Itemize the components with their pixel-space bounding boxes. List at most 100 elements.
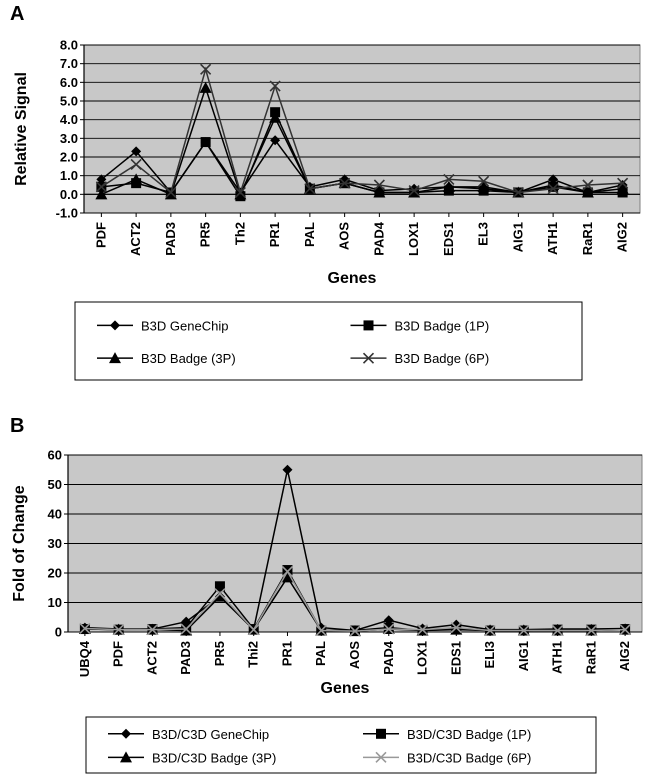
legend-box bbox=[74, 301, 583, 381]
legend: B3D/C3D GeneChip B3D/C3D Badge (1P) B3D/C3… bbox=[85, 716, 597, 774]
y-tick-label: 5.0 bbox=[60, 94, 78, 109]
x-tick-label: ACT2 bbox=[144, 641, 159, 675]
legend-item: B3D Badge (3P) bbox=[97, 351, 236, 366]
data-point bbox=[95, 181, 107, 193]
y-tick-label: -1.0 bbox=[56, 206, 78, 221]
data-point bbox=[416, 624, 429, 636]
legend-swatch-marker bbox=[376, 728, 386, 739]
chart-A: A -1.0 0.0 1.0 2.0 3.0 4.0 5.0 6.0 7.0 8.0 PDF ACT2 P… bbox=[10, 3, 641, 381]
data-point bbox=[165, 186, 177, 199]
legend-label: B3D Badge (6P) bbox=[395, 351, 490, 366]
data-point bbox=[450, 623, 463, 635]
data-point bbox=[349, 625, 361, 637]
data-point bbox=[619, 624, 631, 636]
data-point bbox=[547, 179, 560, 190]
data-point bbox=[180, 623, 192, 635]
x-tick-label: RaR1 bbox=[580, 222, 595, 255]
data-point bbox=[130, 173, 143, 185]
legend-item: B3D GeneChip bbox=[97, 318, 228, 333]
y-tick-label: 0 bbox=[55, 625, 62, 640]
x-tick-label: AIG1 bbox=[510, 222, 525, 252]
x-tick-label: ATH1 bbox=[545, 222, 560, 255]
x-tick-label: PAD3 bbox=[163, 222, 178, 256]
y-tick-label: 20 bbox=[48, 566, 62, 581]
legend-item: B3D Badge (1P) bbox=[350, 318, 489, 333]
y-tick-label: 7.0 bbox=[60, 56, 78, 71]
x-tick-label: PR5 bbox=[212, 641, 227, 666]
y-axis-title: Fold of Change bbox=[11, 485, 28, 602]
x-tick-label: PDF bbox=[111, 641, 126, 667]
data-point bbox=[383, 623, 395, 635]
data-point bbox=[512, 186, 524, 199]
legend-swatch-marker bbox=[109, 352, 121, 364]
data-point bbox=[200, 63, 212, 75]
legend-swatch-marker bbox=[375, 751, 387, 763]
y-tick-label: 40 bbox=[48, 507, 62, 522]
legend-label: B3D/C3D Badge (1P) bbox=[407, 727, 531, 742]
data-point bbox=[234, 186, 246, 199]
x-axis-title: Genes bbox=[321, 680, 370, 697]
data-point bbox=[199, 81, 212, 93]
x-tick-label: AIG2 bbox=[617, 641, 632, 671]
data-point bbox=[281, 565, 294, 578]
data-point bbox=[248, 624, 260, 636]
data-point bbox=[339, 177, 351, 189]
x-tick-label: AIG2 bbox=[615, 222, 630, 252]
x-tick-label: PAL bbox=[313, 641, 328, 666]
data-point bbox=[304, 183, 316, 195]
legend-swatch-marker bbox=[120, 751, 132, 763]
data-point bbox=[130, 158, 142, 171]
data-point bbox=[214, 581, 225, 592]
legend-label: B3D/C3D GeneChip bbox=[152, 727, 269, 742]
y-tick-label: 4.0 bbox=[60, 112, 78, 127]
legend-item: B3D Badge (6P) bbox=[350, 351, 490, 366]
x-tick-label: EL3 bbox=[476, 222, 491, 246]
x-tick-label: RaR1 bbox=[583, 641, 598, 674]
x-tick-label: LOX1 bbox=[406, 222, 421, 256]
data-point bbox=[281, 571, 294, 583]
data-point bbox=[408, 185, 420, 197]
data-point bbox=[95, 188, 108, 200]
legend-swatch-marker bbox=[110, 320, 120, 331]
data-point bbox=[617, 177, 629, 189]
data-point bbox=[477, 180, 490, 192]
data-point bbox=[443, 173, 455, 185]
x-tick-label: ATH1 bbox=[550, 641, 565, 674]
x-tick-label: PR1 bbox=[279, 641, 294, 666]
data-point bbox=[269, 111, 282, 123]
data-point bbox=[213, 590, 226, 602]
y-tick-label: 60 bbox=[48, 448, 62, 463]
x-tick-label: LOX1 bbox=[415, 641, 430, 675]
legend-swatch-marker bbox=[363, 320, 374, 331]
data-point bbox=[79, 622, 91, 635]
y-tick-label: 6.0 bbox=[60, 75, 78, 90]
data-point bbox=[131, 146, 142, 157]
data-point bbox=[585, 624, 597, 637]
data-point bbox=[616, 182, 629, 194]
data-point bbox=[373, 179, 385, 191]
legend-box bbox=[85, 716, 597, 774]
x-tick-label: AIG1 bbox=[516, 641, 531, 671]
x-tick-label: ACT2 bbox=[128, 222, 143, 256]
x-tick-label: PR1 bbox=[267, 222, 282, 247]
y-tick-label: 2.0 bbox=[60, 150, 78, 165]
x-tick-label: PAD4 bbox=[371, 221, 386, 255]
data-point bbox=[214, 588, 226, 600]
panel-label: A bbox=[10, 3, 24, 25]
data-point bbox=[146, 624, 158, 636]
chart-B: B 0 10 20 30 40 50 60 UBQ4 PDF ACT2 PAD3 PR5 Thi2 PR1 P… bbox=[10, 415, 643, 774]
data-point bbox=[269, 80, 281, 92]
x-tick-label: PAD3 bbox=[178, 641, 193, 675]
data-point bbox=[113, 624, 125, 636]
y-tick-label: 3.0 bbox=[60, 131, 78, 146]
series-line bbox=[101, 85, 623, 197]
y-axis-title: Relative Signal bbox=[13, 72, 30, 186]
legend-item: B3D/C3D Badge (1P) bbox=[363, 727, 531, 742]
legend-item: B3D/C3D Badge (6P) bbox=[363, 750, 531, 765]
x-tick-label: EDS1 bbox=[448, 641, 463, 675]
data-point bbox=[200, 137, 211, 148]
data-point bbox=[581, 186, 594, 198]
y-tick-label: 30 bbox=[48, 536, 62, 551]
data-point bbox=[582, 179, 594, 191]
data-point bbox=[484, 624, 496, 637]
